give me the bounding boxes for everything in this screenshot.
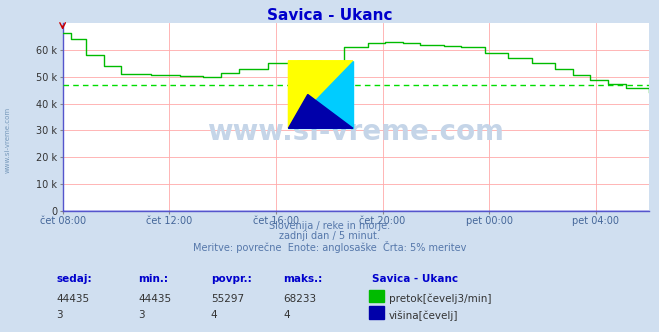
Text: www.si-vreme.com: www.si-vreme.com: [5, 106, 11, 173]
Text: pretok[čevelj3/min]: pretok[čevelj3/min]: [389, 294, 492, 304]
Text: povpr.:: povpr.:: [211, 274, 252, 284]
Text: Savica - Ukanc: Savica - Ukanc: [267, 8, 392, 23]
Text: 3: 3: [138, 310, 145, 320]
Text: Savica - Ukanc: Savica - Ukanc: [372, 274, 459, 284]
Text: Meritve: povrečne  Enote: anglosaške  Črta: 5% meritev: Meritve: povrečne Enote: anglosaške Črta…: [193, 241, 466, 253]
Text: višina[čevelj]: višina[čevelj]: [389, 310, 458, 321]
Polygon shape: [289, 61, 353, 128]
Text: 4: 4: [211, 310, 217, 320]
Text: 44435: 44435: [56, 294, 89, 304]
Text: 55297: 55297: [211, 294, 244, 304]
Text: Slovenija / reke in morje.: Slovenija / reke in morje.: [269, 221, 390, 231]
Text: maks.:: maks.:: [283, 274, 323, 284]
Text: min.:: min.:: [138, 274, 169, 284]
Text: 3: 3: [56, 310, 63, 320]
Text: sedaj:: sedaj:: [56, 274, 92, 284]
Text: zadnji dan / 5 minut.: zadnji dan / 5 minut.: [279, 231, 380, 241]
Text: 68233: 68233: [283, 294, 316, 304]
Text: www.si-vreme.com: www.si-vreme.com: [208, 118, 504, 146]
Polygon shape: [289, 95, 353, 128]
Text: 44435: 44435: [138, 294, 171, 304]
Text: 4: 4: [283, 310, 290, 320]
Polygon shape: [289, 61, 353, 128]
